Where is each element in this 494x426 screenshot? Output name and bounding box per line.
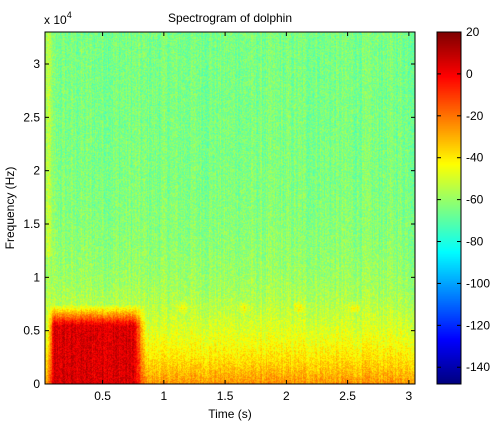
x-tick-label: 3	[406, 389, 413, 403]
chart-title: Spectrogram of dolphin	[168, 11, 292, 25]
spectrogram-heatmap	[45, 32, 415, 384]
y-axis-label: Frequency (Hz)	[3, 167, 17, 250]
colorbar-tick-label: -20	[466, 109, 484, 123]
colorbar-frame	[436, 31, 462, 385]
y-tick-label: 1.5	[23, 217, 40, 231]
colorbar-tick-label: -140	[466, 360, 490, 374]
colorbar-tick-label: -60	[466, 193, 484, 207]
colorbar-tick-label: -120	[466, 318, 490, 332]
y-tick-label: 3	[33, 57, 40, 71]
x-tick-label: 2	[283, 389, 290, 403]
y-tick-label: 0.5	[23, 324, 40, 338]
colorbar-tick-label: -40	[466, 151, 484, 165]
x-tick-label: 2.5	[339, 389, 356, 403]
x-tick-label: 0.5	[94, 389, 111, 403]
colorbar-tick-label: -100	[466, 276, 490, 290]
colorbar-axes: 20 0 -20 -40 -60 -80 -100 -120 -140	[436, 25, 490, 385]
colorbar-tick-label: -80	[466, 235, 484, 249]
colorbar-tick-label: 20	[466, 25, 480, 39]
colorbar-tick-label: 0	[466, 67, 473, 81]
y-tick-label: 2	[33, 164, 40, 178]
y-tick-label: 1	[33, 270, 40, 284]
y-tick-label: 0	[33, 377, 40, 391]
x-tick-label: 1	[160, 389, 167, 403]
x-tick-label: 1.5	[217, 389, 234, 403]
plot-axes: 0.5 1 1.5 2 2.5 3 0 0.5 1 1.5 2 2.5 3	[23, 31, 416, 403]
x-axis-label: Time (s)	[208, 407, 252, 421]
plot-frame	[44, 31, 416, 385]
y-axis-exponent: x 104	[44, 10, 72, 27]
y-tick-label: 2.5	[23, 110, 40, 124]
